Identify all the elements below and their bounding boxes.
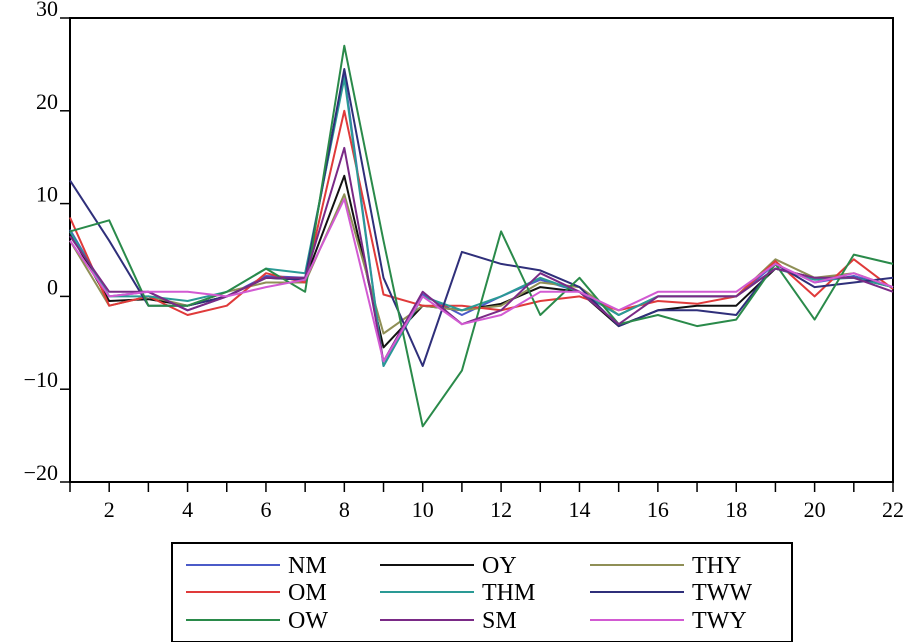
x-tick-label: 6 — [260, 497, 271, 522]
x-tick-label: 22 — [882, 497, 904, 522]
plot-frame — [69, 17, 894, 483]
legend-label-tww: TWW — [692, 580, 752, 606]
x-tick-label: 18 — [725, 497, 747, 522]
legend-label-thm: THM — [482, 580, 535, 606]
series-line-oy — [69, 174, 894, 349]
series-line-nm — [69, 72, 894, 367]
x-tick-label: 12 — [490, 497, 512, 522]
y-tick-label: 10 — [36, 182, 58, 207]
legend-label-thy: THY — [692, 553, 741, 579]
legend-label-oy: OY — [482, 553, 517, 579]
legend-label-nm: NM — [288, 553, 327, 579]
y-tick-label: 0 — [47, 274, 58, 299]
plot-area — [69, 17, 894, 483]
legend-label-om: OM — [288, 580, 327, 606]
y-axis: 30 20 10 0 −10 −20 — [24, 0, 70, 485]
series-line-om — [69, 109, 894, 316]
x-tick-label: 8 — [339, 497, 350, 522]
legend-label-ow: OW — [288, 608, 328, 634]
series-line-sm — [69, 146, 894, 363]
legend-label-twy: TWY — [692, 608, 747, 634]
x-tick-label: 4 — [182, 497, 193, 522]
x-axis: 2 4 6 8 10 12 14 16 18 20 22 — [69, 482, 904, 522]
series-group — [69, 44, 894, 428]
series-line-thm — [69, 77, 894, 367]
series-line-ow — [69, 44, 894, 428]
y-tick-label: 20 — [36, 89, 58, 114]
x-tick-label: 20 — [804, 497, 826, 522]
y-tick-label: −20 — [24, 460, 58, 485]
legend-label-sm: SM — [482, 608, 517, 634]
x-tick-label: 2 — [104, 497, 115, 522]
x-tick-label: 16 — [647, 497, 669, 522]
x-tick-label: 14 — [568, 497, 590, 522]
series-line-twy — [69, 198, 894, 363]
y-tick-label: −10 — [24, 367, 58, 392]
y-tick-label: 30 — [36, 0, 58, 21]
x-tick-label: 10 — [412, 497, 434, 522]
series-line-tww — [69, 68, 894, 367]
legend: NM OY THY OM THM TWW OW SM TWY — [171, 542, 793, 642]
